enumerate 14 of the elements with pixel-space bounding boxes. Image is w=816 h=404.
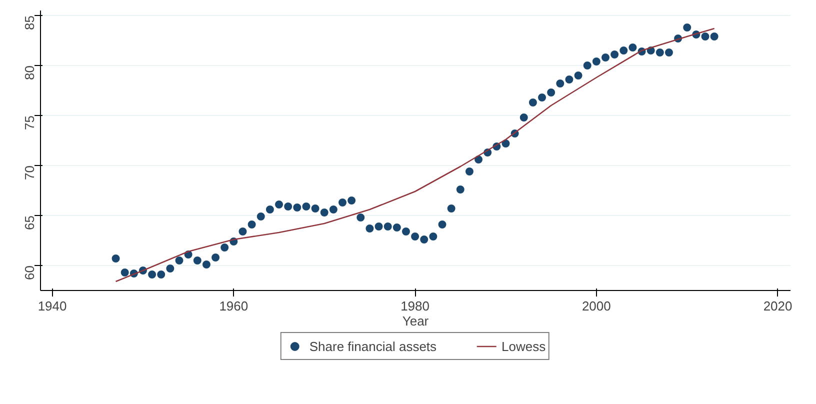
y-tick-label: 70: [22, 165, 37, 180]
y-tick-label: 85: [22, 15, 37, 30]
x-tick-label: 1940: [38, 298, 67, 314]
y-tick-label: 75: [22, 115, 37, 130]
x-tick-label: 2000: [582, 298, 611, 314]
x-tick-label: 2020: [763, 298, 792, 314]
legend-label: Lowess: [502, 338, 546, 354]
y-tick-label: 65: [22, 215, 37, 230]
x-tick-label: 1980: [400, 298, 430, 314]
y-tick-label: 60: [22, 265, 37, 280]
legend-label: Share financial assets: [309, 338, 437, 354]
x-axis-title: Year: [402, 314, 430, 328]
y-tick-label: 80: [22, 65, 37, 80]
x-tick-label: 1960: [219, 298, 248, 314]
